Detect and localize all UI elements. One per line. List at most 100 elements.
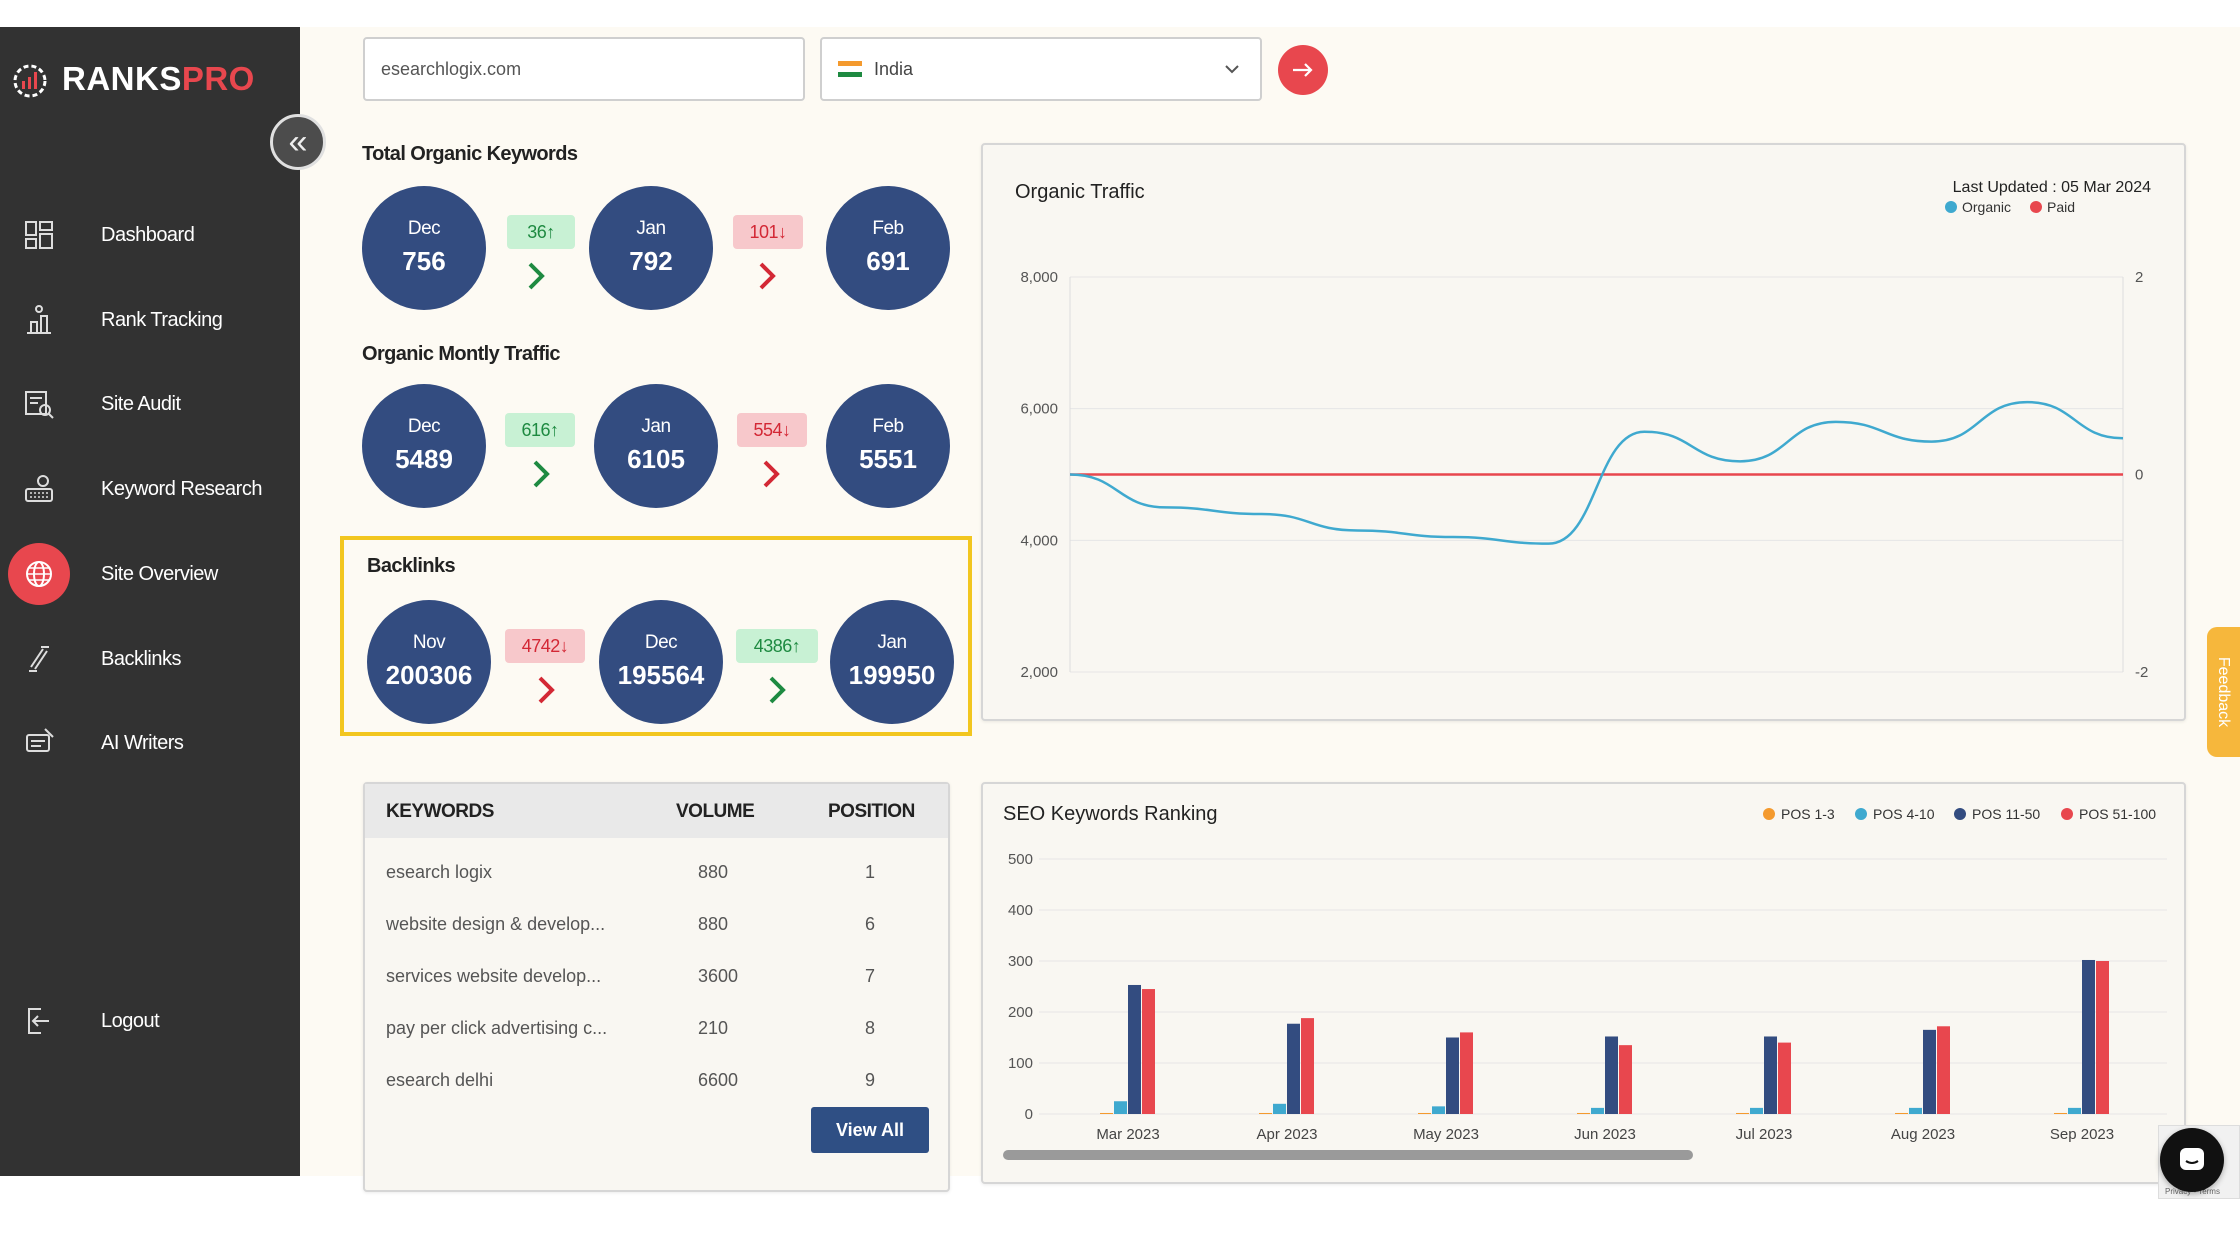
logo-icon [13, 64, 47, 98]
legend-marker [1763, 808, 1775, 820]
month-label: Dec [407, 416, 441, 437]
x-tick-label: Jul 2023 [1736, 1126, 1793, 1143]
col-volume: VOLUME [676, 801, 755, 822]
keyword-cell: esearch logix [386, 862, 493, 882]
sidebar: RANKSPRO Dashboard Rank Tracking Site Audi… [0, 27, 300, 1176]
legend-marker [1954, 808, 1966, 820]
bar-pos-11-50 [1446, 1037, 1459, 1114]
month-value: 5551 [859, 444, 917, 474]
keyword-cell: pay per click advertising c... [386, 1018, 608, 1038]
last-updated-label: Last Updated : 05 Mar 2024 [1953, 179, 2151, 196]
seo-keywords-ranking-card: SEO Keywords Ranking POS 1-3 POS 4-10 POS 1… [981, 782, 2186, 1184]
volume-cell: 880 [698, 862, 729, 882]
ai-writers-icon [8, 712, 70, 774]
bar-pos-11-50 [1605, 1036, 1618, 1114]
position-cell: 8 [865, 1018, 876, 1038]
feedback-tab[interactable]: Feedback [2207, 627, 2240, 757]
sidebar-item-backlinks[interactable]: Backlinks [0, 627, 300, 691]
legend-marker [1855, 808, 1867, 820]
traffic-delta-badge: 616↑ [505, 413, 575, 447]
month-value: 6105 [627, 444, 685, 474]
month-value: 691 [866, 246, 910, 276]
keyword-research-icon [8, 458, 70, 520]
logout-label: Logout [101, 1009, 160, 1032]
bar-pos-11-50 [1923, 1029, 1936, 1114]
table-row[interactable]: pay per click advertising c... 210 8 [365, 1002, 948, 1054]
bar-pos-51-100 [2096, 961, 2109, 1114]
go-button[interactable] [1278, 45, 1328, 95]
month-label: Jan [877, 632, 907, 653]
legend-marker [1945, 201, 1957, 213]
x-tick-label: Sep 2023 [2050, 1126, 2114, 1143]
chat-button[interactable] [2160, 1128, 2224, 1192]
bar-pos-4-10 [1432, 1106, 1445, 1114]
x-tick-label: May 2023 [1413, 1126, 1479, 1143]
y-tick-label: 0 [1025, 1106, 1033, 1123]
table-row[interactable]: website design & develop... 880 6 [365, 898, 948, 950]
keyword-cell: website design & develop... [386, 914, 606, 934]
app-window: RANKSPRO Dashboard Rank Tracking Site Audi… [0, 27, 2240, 1199]
y2-tick-label: 0 [2135, 467, 2143, 484]
backlinks-highlight [340, 536, 972, 736]
volume-cell: 6600 [698, 1070, 739, 1090]
legend-label: POS 1-3 [1781, 806, 1835, 822]
organic-traffic-chart: Organic Traffic Last Updated : 05 Mar 202… [1015, 179, 2151, 681]
bar-pos-51-100 [1778, 1042, 1791, 1114]
bar-pos-51-100 [1937, 1026, 1950, 1114]
bar-pos-11-50 [2082, 959, 2095, 1114]
x-tick-label: Aug 2023 [1891, 1126, 1955, 1143]
collapse-sidebar-button[interactable]: « [270, 114, 326, 170]
view-all-button[interactable]: View All [811, 1107, 929, 1153]
col-keywords: KEYWORDS [386, 801, 494, 822]
bar-pos-51-100 [1142, 989, 1155, 1114]
chevron-right-icon [769, 676, 786, 704]
horizontal-scrollbar[interactable] [1003, 1150, 1693, 1160]
sidebar-item-site-audit[interactable]: Site Audit [0, 372, 300, 436]
y-tick-label: 200 [1008, 1004, 1033, 1021]
keywords-delta-badge: 101↓ [733, 215, 803, 249]
keyword-cell: services website develop... [386, 966, 602, 986]
sidebar-item-label: Keyword Research [101, 477, 262, 500]
backlinks-month-circle: Dec 195564 [599, 600, 723, 724]
volume-cell: 880 [698, 914, 729, 934]
bar-pos-11-50 [1128, 984, 1141, 1114]
month-value: 792 [629, 246, 673, 276]
col-position: POSITION [828, 801, 915, 822]
y-tick-label: 400 [1008, 902, 1033, 919]
sidebar-item-dashboard[interactable]: Dashboard [0, 203, 300, 267]
position-cell: 1 [865, 862, 876, 882]
bar-pos-1-3 [1100, 1112, 1113, 1114]
sidebar-item-rank-tracking[interactable]: Rank Tracking [0, 288, 300, 352]
table-row[interactable]: services website develop... 3600 7 [365, 950, 948, 1002]
traffic-delta-badge: 554↓ [737, 413, 807, 447]
bar-pos-51-100 [1619, 1045, 1632, 1114]
logout-icon [8, 990, 70, 1052]
month-value: 195564 [617, 660, 705, 690]
sidebar-item-site-overview[interactable]: Site Overview [0, 542, 300, 606]
month-label: Jan [641, 416, 671, 437]
chevron-right-icon [538, 676, 555, 704]
bar-pos-1-3 [2054, 1112, 2067, 1114]
keyword-cell: esearch delhi [386, 1070, 494, 1090]
bar-pos-51-100 [1301, 1018, 1314, 1114]
chevron-right-icon [759, 262, 776, 290]
logo[interactable]: RANKSPRO [8, 49, 255, 109]
chart-title: SEO Keywords Ranking [1003, 803, 1218, 825]
bar-pos-11-50 [1287, 1023, 1300, 1114]
bar-pos-4-10 [1591, 1107, 1604, 1114]
y-tick-label: 4,000 [1020, 532, 1058, 549]
sidebar-item-keyword-research[interactable]: Keyword Research [0, 457, 300, 521]
month-label: Dec [407, 218, 441, 239]
country-select[interactable]: India [820, 37, 1262, 101]
domain-input[interactable] [363, 37, 805, 101]
bar-pos-4-10 [1114, 1101, 1127, 1114]
site-audit-icon [8, 373, 70, 435]
keywords-delta-badge: 36↑ [507, 215, 575, 249]
volume-cell: 3600 [698, 966, 739, 986]
table-row[interactable]: esearch delhi 6600 9 [365, 1054, 948, 1106]
table-row[interactable]: esearch logix 880 1 [365, 846, 948, 898]
bar-pos-4-10 [2068, 1107, 2081, 1114]
logout-button[interactable]: Logout [0, 989, 300, 1053]
legend-label: POS 11-50 [1972, 806, 2040, 822]
sidebar-item-ai-writers[interactable]: AI Writers [0, 711, 300, 775]
